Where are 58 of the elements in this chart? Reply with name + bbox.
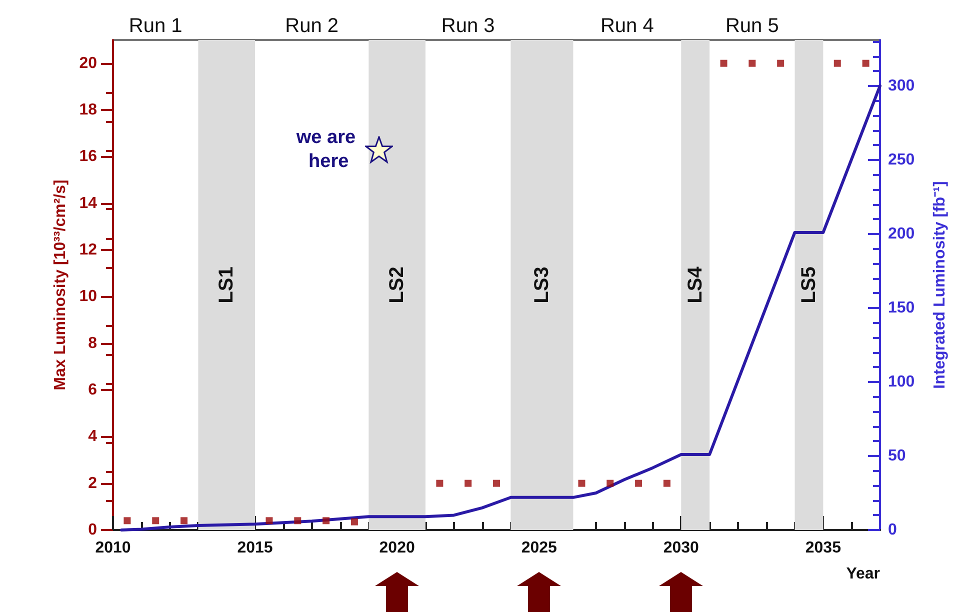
point — [152, 517, 160, 524]
y2-tick-label: 300 — [888, 77, 915, 94]
y-tick-label: 20 — [79, 54, 98, 72]
y-tick-label: 8 — [88, 334, 98, 352]
point — [294, 517, 302, 524]
point — [350, 518, 358, 526]
y2-tick-label: 100 — [888, 373, 915, 390]
text: Run 2 — [285, 15, 339, 37]
y2-tick-label: 250 — [888, 151, 915, 168]
point — [606, 480, 614, 487]
x-tick-label: 2015 — [237, 540, 273, 556]
x-tick-label: 2020 — [379, 540, 415, 556]
y-tick-label: 2 — [88, 474, 98, 492]
point — [748, 60, 756, 67]
point — [777, 60, 784, 67]
x-tick-label: 2025 — [521, 540, 558, 556]
y2-tick-label: 0 — [888, 522, 897, 538]
band-label: LS3 — [530, 266, 553, 304]
y-axis-title: Max Luminosity [10³³/cm²/s] — [52, 180, 69, 390]
y2-axis-title: Integrated Luminosity [fb⁻¹] — [932, 181, 948, 389]
band-label: LS2 — [386, 266, 408, 304]
y-tick-label: 4 — [88, 428, 98, 446]
point — [124, 517, 131, 524]
band-label: LS1 — [216, 266, 238, 304]
point — [720, 60, 728, 67]
y2-tick-label: 150 — [888, 299, 915, 316]
x-tick-label: 2010 — [95, 540, 131, 556]
y-tick-label: 12 — [79, 242, 98, 258]
point — [436, 480, 444, 487]
y2-tick-label: 50 — [888, 447, 906, 464]
point — [663, 480, 670, 487]
point — [322, 517, 330, 524]
x-tick-label: 2035 — [805, 540, 842, 556]
y2-tick-label: 200 — [888, 225, 915, 242]
x-tick-label: 2030 — [663, 540, 700, 556]
y-tick-label: 0 — [88, 522, 98, 538]
point — [834, 60, 841, 67]
text: Run 5 — [725, 15, 779, 37]
y-tick-label: 14 — [79, 194, 98, 212]
y-tick-label: 10 — [79, 288, 98, 306]
point — [578, 480, 586, 487]
point — [635, 480, 642, 487]
text: Run 4 — [600, 15, 654, 37]
line-series — [120, 84, 882, 532]
x-axis-title: Year — [846, 566, 880, 582]
band-label: LS4 — [684, 266, 706, 304]
y-tick-label: 6 — [88, 382, 98, 398]
y-tick-label: 18 — [79, 102, 98, 118]
point — [180, 517, 188, 524]
annotation: we are here — [295, 127, 361, 172]
point — [493, 480, 500, 487]
band-label: LS5 — [798, 266, 820, 304]
text: Run 3 — [441, 15, 495, 37]
point — [266, 517, 273, 524]
point — [464, 480, 472, 487]
text: Run 1 — [128, 15, 182, 37]
y-tick-label: 16 — [79, 148, 98, 166]
point — [862, 60, 870, 67]
